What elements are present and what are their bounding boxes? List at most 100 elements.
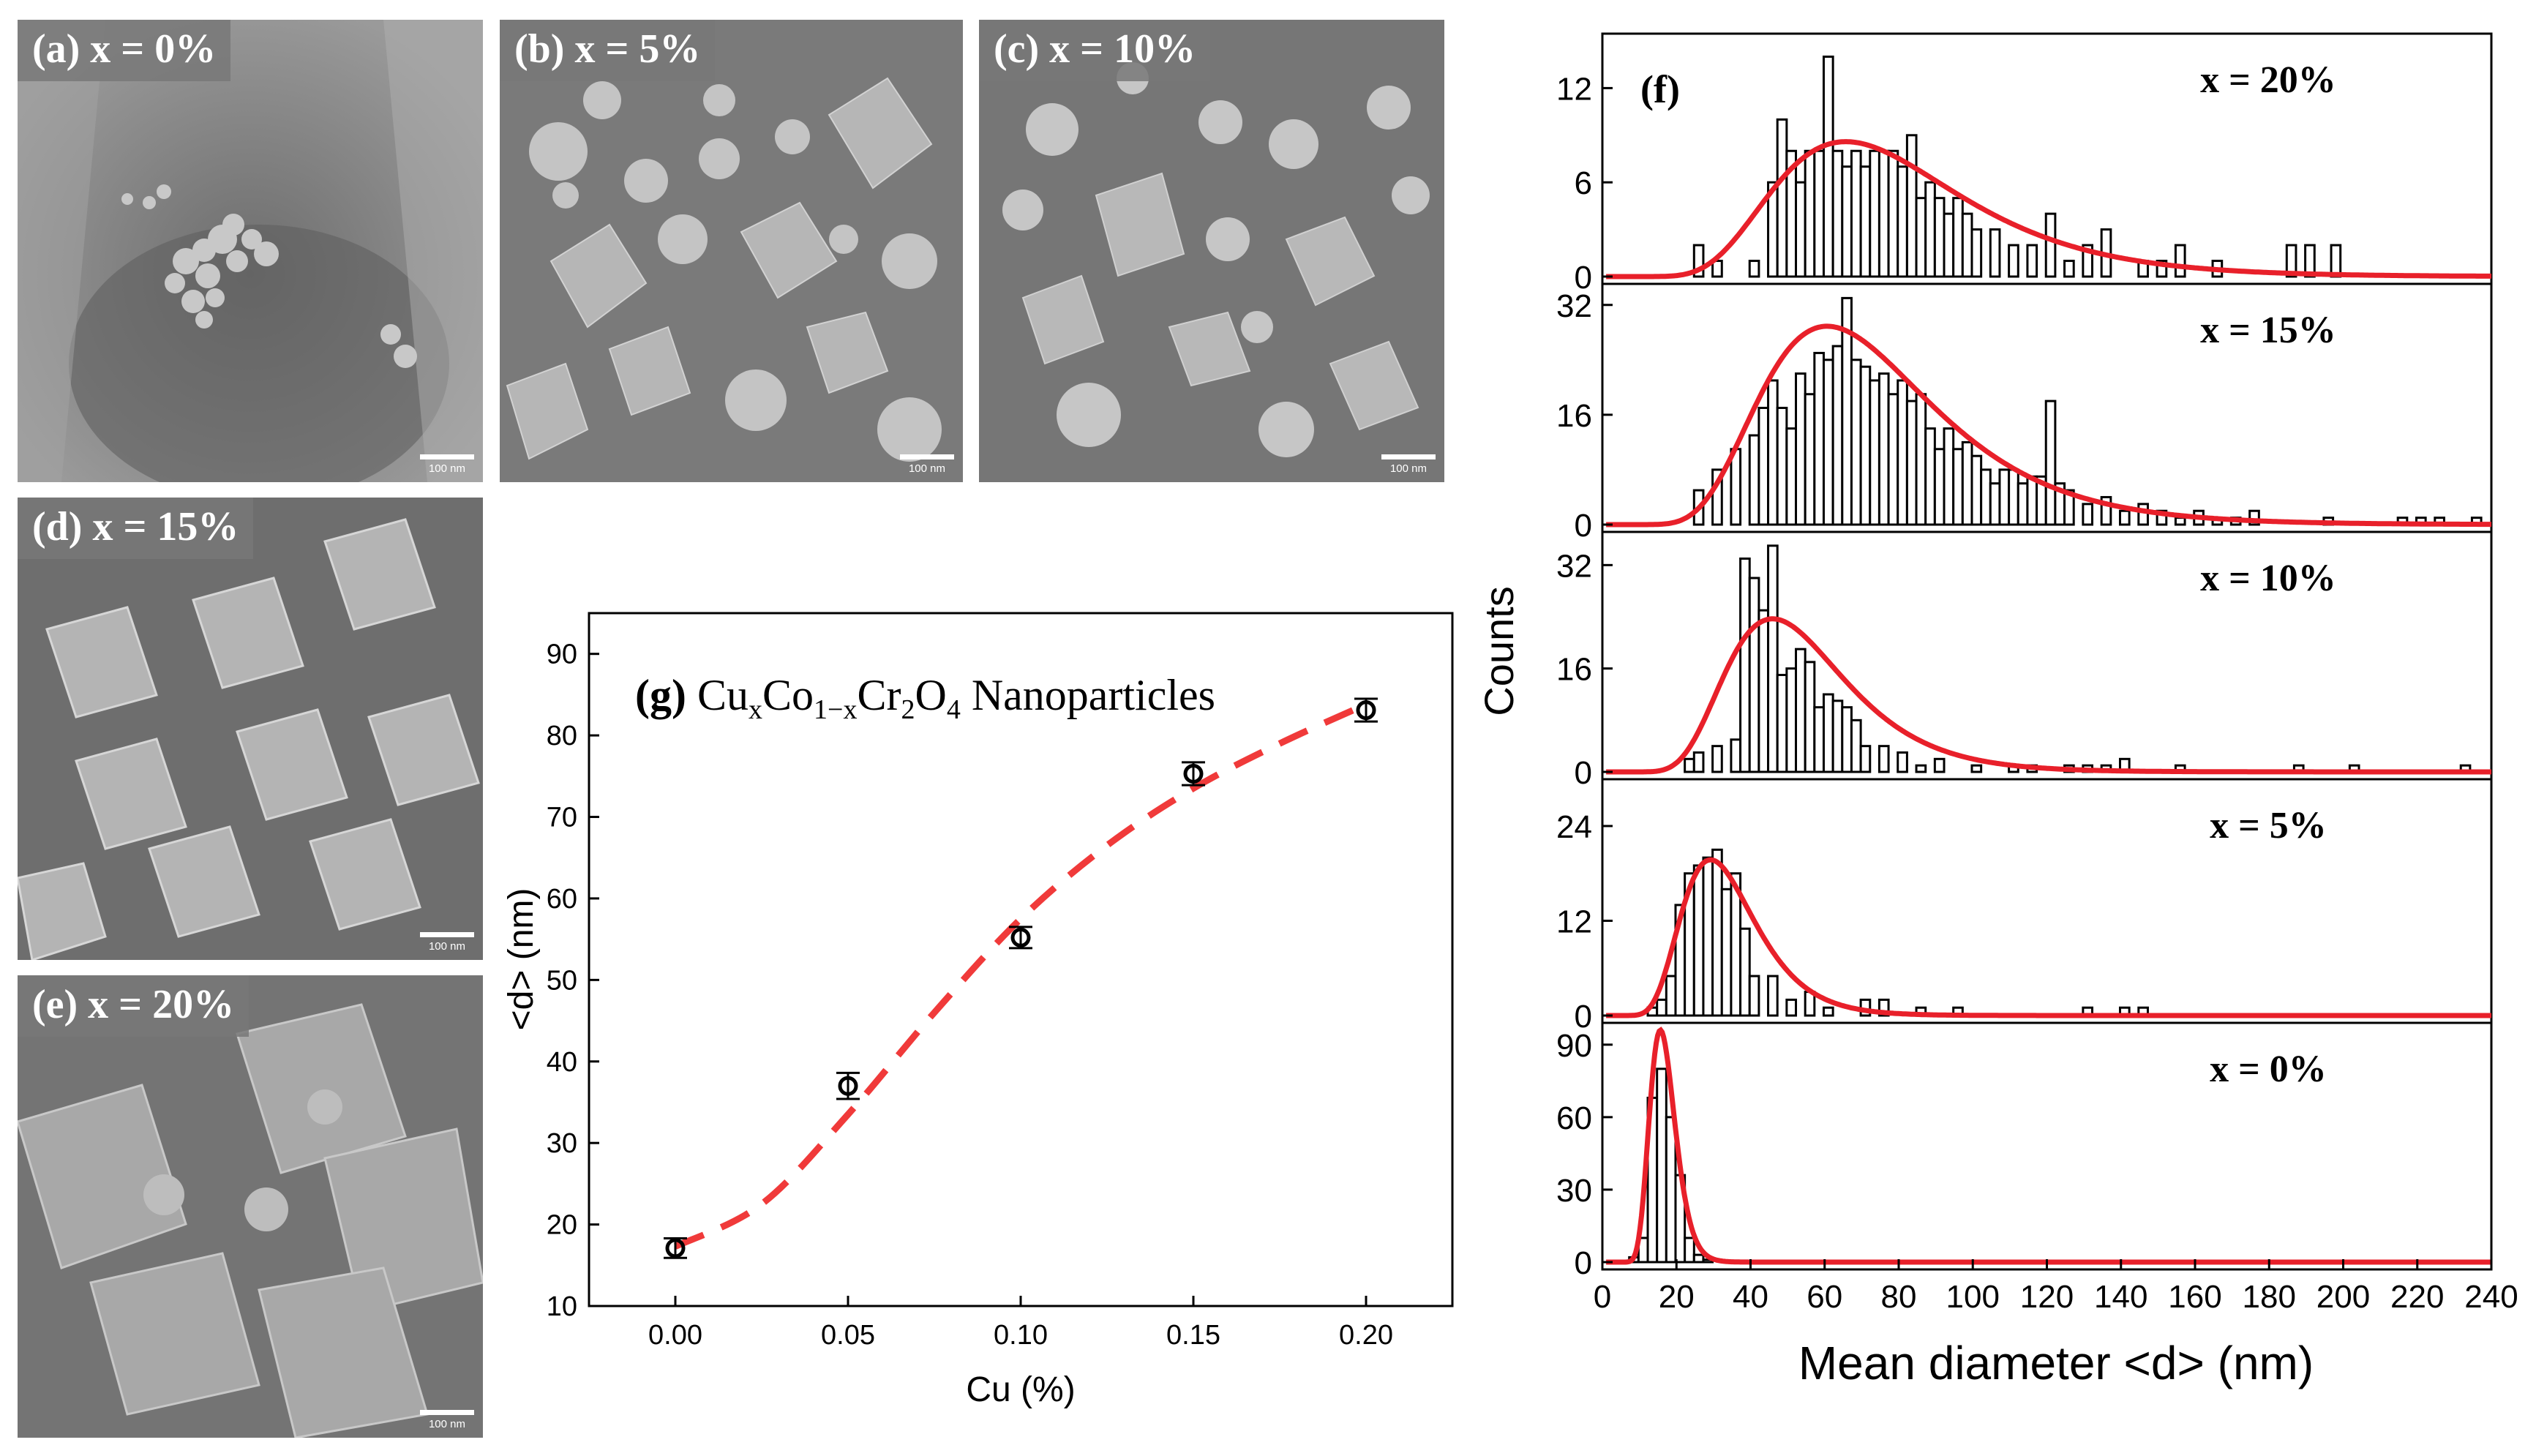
histogram-bar [1656, 1067, 1667, 1264]
histogram-bar [1748, 577, 1760, 773]
histogram-y-tick-label: 12 [1556, 71, 1592, 107]
chart-g-y-tick-label: 40 [547, 1047, 577, 1078]
chart-g-fit-line [674, 701, 1368, 1250]
histogram-bar [1776, 118, 1788, 278]
histogram-series-label: x = 0% [2210, 1048, 2327, 1090]
histogram-bar [2063, 260, 2075, 278]
chart-f-x-tick-label: 120 [2020, 1279, 2074, 1315]
chart-g-formula-sub4: 4 [947, 694, 961, 725]
histogram-bar [1822, 1006, 1834, 1017]
histogram-y-tick-label: 0 [1575, 999, 1592, 1035]
histogram-bar [1702, 856, 1714, 1017]
scale-bar-d: 100 nm [420, 932, 474, 953]
histogram-bar [2174, 517, 2186, 526]
histogram-bar [1822, 693, 1834, 773]
histogram-bar [1767, 975, 1779, 1017]
chart-g-y-tick-label: 30 [547, 1128, 577, 1159]
histogram-bar [2415, 517, 2427, 526]
chart-g-formula-sub3: 2 [901, 694, 915, 725]
sem-label-b: (b) x = 5% [500, 20, 716, 81]
histogram-bar [1795, 372, 1807, 526]
histogram-bar [1804, 991, 1816, 1017]
histogram-bar [2137, 1006, 2149, 1017]
histogram-bar [1665, 1116, 1677, 1264]
histogram-bar [1813, 351, 1825, 526]
histogram-bar [1933, 448, 1946, 526]
sem-texture-c [979, 20, 1444, 482]
histogram-bar [2434, 517, 2445, 526]
chart-g-formula-el3: Cr [857, 671, 901, 719]
histogram-bar [1804, 661, 1816, 773]
sem-texture-e [18, 975, 483, 1438]
histogram-bar [2304, 244, 2316, 278]
histogram-bar [1952, 448, 1964, 526]
chart-g-panel-label: (g) [635, 671, 686, 719]
histogram-bar [2248, 509, 2260, 526]
chart-g-point [836, 1071, 860, 1100]
histogram-bar [1646, 1006, 1659, 1017]
sem-label-d: (d) x = 15% [18, 498, 254, 559]
histogram-y-tick-label: 0 [1575, 755, 1592, 791]
histogram-bar [1748, 260, 1760, 278]
histogram-y-tick-label: 16 [1556, 398, 1592, 434]
histogram-frame [1601, 778, 2493, 1024]
histogram-bar [1656, 998, 1667, 1017]
chart-g-point [664, 1237, 687, 1259]
histogram-bar [2211, 517, 2224, 526]
histogram-bar [1674, 904, 1687, 1017]
histogram-bar [1859, 165, 1872, 278]
scale-bar-a: 100 nm [420, 454, 474, 475]
sem-image-b: (b) x = 5% 100 nm [500, 20, 963, 482]
histogram-bar [1915, 1006, 1927, 1017]
histogram-bar [2100, 228, 2112, 278]
histogram-bar [1776, 674, 1788, 773]
histogram-y-tick-label: 12 [1556, 904, 1592, 939]
histogram-bar [1877, 745, 1890, 773]
histogram-series-label: x = 10% [2200, 558, 2336, 599]
histogram-bar [1961, 212, 1973, 278]
histogram-bar [1684, 872, 1695, 1017]
histogram-bar [2396, 517, 2409, 526]
histogram-bar [1841, 165, 1853, 278]
histogram-bar [2285, 244, 2297, 278]
histogram-bar [2322, 517, 2335, 526]
histogram-bar [2229, 517, 2242, 526]
chart-f-x-tick-label: 200 [2316, 1279, 2370, 1315]
histogram-bar [2063, 764, 2075, 773]
histogram-frame [1601, 282, 2493, 533]
histogram-bar [2211, 260, 2224, 278]
histogram-bar [2082, 1006, 2094, 1017]
histogram-bar [2082, 244, 2094, 278]
chart-g-point [1009, 926, 1032, 950]
histogram-bar [1813, 706, 1825, 773]
histogram-bar [1915, 764, 1927, 773]
chart-g-formula-suffix: Nanoparticles [961, 671, 1215, 719]
histogram-bar [2174, 764, 2186, 773]
histogram-bar [1850, 718, 1862, 773]
histogram-bar [2044, 399, 2057, 526]
histogram-bar [2137, 503, 2149, 526]
chart-g-x-tick-label: 0.00 [648, 1320, 702, 1351]
histogram-y-tick-label: 16 [1556, 652, 1592, 688]
histogram-bar [2026, 475, 2038, 526]
histogram-bar [1739, 558, 1751, 773]
histogram-bar [1831, 149, 1844, 278]
histogram-bar [1877, 372, 1890, 526]
histogram-fit-line [1606, 857, 2491, 1018]
histogram-bar [1841, 296, 1853, 526]
histogram-bar [1970, 228, 1983, 278]
chart-f-y-axis-label: Counts [1476, 586, 1522, 716]
chart-g-x-tick-label: 0.20 [1339, 1320, 1393, 1351]
sem-label-e: (e) x = 20% [18, 975, 250, 1037]
histogram-bar [1850, 359, 1862, 526]
histogram-bar [2036, 475, 2047, 526]
histogram-bar [1711, 848, 1723, 1017]
sem-texture-b [500, 20, 963, 482]
histogram-bar [1739, 927, 1751, 1017]
chart-f-x-tick-label: 100 [1946, 1279, 2000, 1315]
histogram-bar [1961, 440, 1973, 526]
chart-g-x-axis-label: Cu (%) [966, 1370, 1075, 1409]
chart-g-y-tick-label: 10 [547, 1291, 577, 1322]
histogram-bar [1720, 888, 1733, 1017]
chart-g-marker [1010, 927, 1031, 947]
